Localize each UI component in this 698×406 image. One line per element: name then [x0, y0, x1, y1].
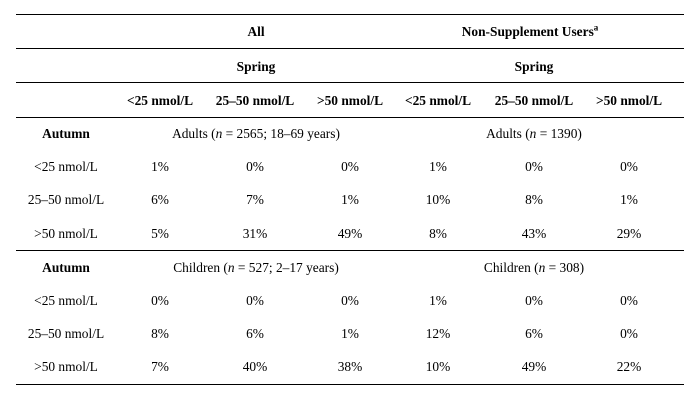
col-header-nonsupp-25-50: 25–50 nmol/L	[494, 93, 574, 108]
rule-section-divider	[16, 250, 684, 251]
footnote-marker: a	[593, 22, 599, 33]
season-header-all: Spring	[236, 59, 276, 74]
row-label: >50 nmol/L	[34, 359, 98, 374]
table-cell: 0%	[151, 293, 169, 308]
table-cell: 0%	[620, 326, 638, 341]
table-cell: 8%	[151, 326, 169, 341]
col-header-all-25-50: 25–50 nmol/L	[215, 93, 295, 108]
table-cell: 10%	[425, 192, 451, 207]
section-caption-all: Adults (n = 2565; 18–69 years)	[172, 126, 340, 141]
row-label: <25 nmol/L	[34, 293, 98, 308]
table-cell: 0%	[246, 293, 264, 308]
row-label: <25 nmol/L	[34, 159, 98, 174]
group-header-nonsupplement: Non-Supplement Usersa	[461, 22, 599, 39]
table-cell: 0%	[620, 159, 638, 174]
table-cell: 6%	[151, 192, 169, 207]
table-cell: 7%	[151, 359, 169, 374]
section-row-label: Autumn	[42, 260, 90, 275]
table-cell: 0%	[246, 159, 264, 174]
rule-under-season	[16, 82, 684, 83]
row-label: 25–50 nmol/L	[27, 326, 105, 341]
table-cell: 1%	[341, 192, 359, 207]
table-cell: 0%	[525, 293, 543, 308]
table-cell: 8%	[525, 192, 543, 207]
table-cell: 1%	[341, 326, 359, 341]
section-caption-nonsupplement: Children (n = 308)	[483, 260, 585, 275]
table-cell: 8%	[429, 226, 447, 241]
row-label: >50 nmol/L	[34, 226, 98, 241]
table-cell: 49%	[521, 359, 547, 374]
table-cell: 0%	[620, 293, 638, 308]
group-header-all: All	[247, 24, 265, 39]
table-cell: 0%	[341, 159, 359, 174]
table-cell: 1%	[429, 293, 447, 308]
season-header-nonsupplement: Spring	[514, 59, 554, 74]
table-cell: 31%	[242, 226, 268, 241]
table-cell: 5%	[151, 226, 169, 241]
rule-under-groups	[16, 48, 684, 49]
col-header-nonsupp-gt50: >50 nmol/L	[595, 93, 663, 108]
table-cell: 1%	[429, 159, 447, 174]
table-cell: 10%	[425, 359, 451, 374]
table-cell: 6%	[525, 326, 543, 341]
table-cell: 0%	[525, 159, 543, 174]
col-header-all-gt50: >50 nmol/L	[316, 93, 384, 108]
table-cell: 38%	[337, 359, 363, 374]
rule-under-columns	[16, 117, 684, 118]
table-cell: 1%	[620, 192, 638, 207]
section-caption-nonsupplement: Adults (n = 1390)	[486, 126, 582, 141]
col-header-all-lt25: <25 nmol/L	[126, 93, 194, 108]
table-cell: 0%	[341, 293, 359, 308]
table-cell: 7%	[246, 192, 264, 207]
rule-top	[16, 14, 684, 15]
table-cell: 6%	[246, 326, 264, 341]
rule-bottom	[16, 384, 684, 385]
row-label: 25–50 nmol/L	[27, 192, 105, 207]
table-cell: 29%	[616, 226, 642, 241]
section-row-label: Autumn	[42, 126, 90, 141]
table-cell: 40%	[242, 359, 268, 374]
col-header-nonsupp-lt25: <25 nmol/L	[404, 93, 472, 108]
table-cell: 43%	[521, 226, 547, 241]
table-cell: 12%	[425, 326, 451, 341]
table-cell: 1%	[151, 159, 169, 174]
table-cell: 22%	[616, 359, 642, 374]
table-cell: 49%	[337, 226, 363, 241]
section-caption-all: Children (n = 527; 2–17 years)	[173, 260, 339, 275]
